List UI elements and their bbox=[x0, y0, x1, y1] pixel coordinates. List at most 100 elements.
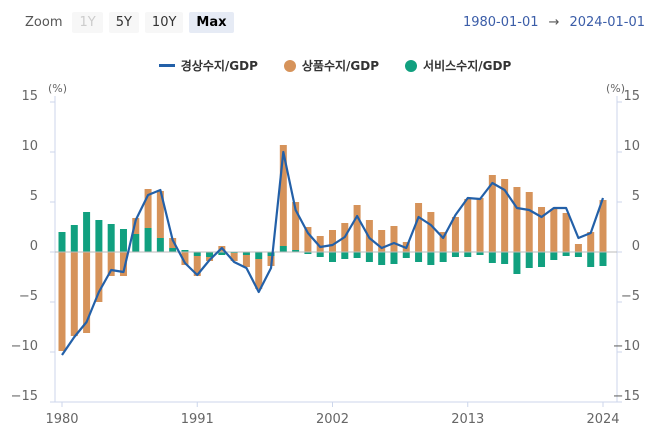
services-bar bbox=[525, 252, 533, 268]
y-tick-label: 0 bbox=[30, 239, 38, 254]
zoom-toolbar: Zoom 1Y 5Y 10Y Max bbox=[25, 12, 234, 33]
services-bar bbox=[279, 246, 287, 252]
services-bar bbox=[329, 252, 336, 262]
goods-bar bbox=[193, 256, 201, 276]
goods-bar bbox=[439, 232, 447, 252]
services-bar bbox=[353, 252, 361, 258]
goods-bar bbox=[353, 205, 361, 252]
legend-label: 상품수지/GDP bbox=[301, 59, 380, 73]
goods-bar bbox=[415, 203, 423, 252]
goods-bar bbox=[292, 202, 300, 250]
services-bar bbox=[58, 232, 66, 252]
services-bar bbox=[587, 252, 595, 267]
y-tick-label: 5 bbox=[30, 189, 38, 204]
goods-bar bbox=[464, 199, 472, 252]
goods-bar bbox=[83, 252, 91, 333]
services-bar bbox=[181, 250, 189, 252]
services-bar bbox=[538, 252, 546, 267]
services-bar bbox=[378, 252, 386, 265]
goods-bar bbox=[501, 179, 509, 252]
goods-bar bbox=[316, 236, 324, 252]
goods-bar bbox=[513, 187, 521, 252]
goods-bar bbox=[329, 230, 336, 252]
goods-bar bbox=[95, 252, 103, 302]
x-tick-label: 2002 bbox=[316, 412, 349, 427]
services-bar bbox=[218, 252, 226, 255]
goods-bar bbox=[144, 189, 152, 228]
y-tick-label: 0 bbox=[632, 239, 640, 254]
legend: 경상수지/GDP 상품수지/GDP 서비스수지/GDP bbox=[0, 57, 670, 74]
y-tick-label: −5 bbox=[19, 289, 38, 304]
goods-bar bbox=[378, 230, 386, 252]
goods-bar bbox=[181, 252, 189, 265]
services-bar bbox=[70, 225, 78, 252]
circle-swatch-icon bbox=[405, 59, 418, 72]
zoom-5y-button[interactable]: 5Y bbox=[108, 12, 139, 33]
zoom-max-button[interactable]: Max bbox=[189, 12, 234, 33]
legend-item-goods[interactable]: 상품수지/GDP bbox=[283, 57, 380, 74]
services-bar bbox=[156, 238, 164, 252]
y-tick-label: 10 bbox=[21, 139, 38, 154]
services-bar bbox=[501, 252, 509, 264]
services-bar bbox=[513, 252, 521, 274]
goods-bar bbox=[525, 192, 533, 252]
services-bar bbox=[427, 252, 435, 265]
services-bar bbox=[144, 228, 152, 252]
x-tick-label: 1991 bbox=[181, 412, 214, 427]
goods-bar bbox=[230, 253, 238, 261]
legend-item-current-account[interactable]: 경상수지/GDP bbox=[158, 57, 258, 74]
goods-bar bbox=[427, 212, 435, 252]
services-bar bbox=[439, 252, 447, 262]
services-bar bbox=[267, 252, 275, 256]
goods-bar bbox=[390, 226, 398, 252]
goods-bar bbox=[550, 209, 558, 252]
zoom-10y-button[interactable]: 10Y bbox=[144, 12, 184, 33]
services-bar bbox=[365, 252, 373, 262]
goods-bar bbox=[599, 200, 607, 252]
goods-bar bbox=[255, 259, 263, 289]
x-tick-label: 2013 bbox=[451, 412, 484, 427]
x-tick-label: 1980 bbox=[45, 412, 78, 427]
y-tick-label: −15 bbox=[11, 389, 38, 404]
goods-bar bbox=[156, 191, 164, 238]
services-bar bbox=[132, 234, 140, 252]
services-bar bbox=[169, 248, 177, 252]
line-swatch-icon bbox=[158, 64, 175, 67]
goods-bar bbox=[58, 252, 66, 351]
y-tick-label: 5 bbox=[632, 189, 640, 204]
right-unit-label: (%) bbox=[606, 82, 625, 95]
services-bar bbox=[206, 252, 214, 257]
y-tick-label: −15 bbox=[613, 389, 640, 404]
services-bar bbox=[304, 252, 312, 254]
services-bar bbox=[415, 252, 423, 262]
services-bar bbox=[95, 220, 103, 252]
services-bar bbox=[83, 212, 91, 252]
y-tick-label: 15 bbox=[623, 89, 640, 104]
zoom-1y-button[interactable]: 1Y bbox=[72, 12, 103, 33]
services-bar bbox=[341, 252, 349, 259]
services-bar bbox=[574, 252, 582, 257]
y-tick-label: −5 bbox=[621, 289, 640, 304]
goods-bar bbox=[304, 227, 312, 252]
goods-bar bbox=[242, 255, 250, 267]
date-range: 1980-01-01 → 2024-01-01 bbox=[463, 15, 645, 30]
goods-bar bbox=[538, 207, 546, 252]
goods-bar bbox=[476, 198, 484, 252]
services-bar bbox=[476, 252, 484, 255]
services-bar bbox=[107, 224, 115, 252]
y-tick-label: 10 bbox=[623, 139, 640, 154]
range-to-input[interactable]: 2024-01-01 bbox=[569, 15, 645, 30]
legend-item-services[interactable]: 서비스수지/GDP bbox=[405, 57, 511, 74]
services-bar bbox=[193, 252, 201, 256]
zoom-label: Zoom bbox=[25, 15, 63, 30]
legend-label: 경상수지/GDP bbox=[180, 59, 258, 73]
services-bar bbox=[464, 252, 472, 257]
range-from-input[interactable]: 1980-01-01 bbox=[462, 15, 539, 30]
goods-bar bbox=[488, 175, 496, 252]
goods-bar bbox=[70, 252, 78, 336]
services-bar bbox=[550, 252, 558, 260]
circle-swatch-icon bbox=[283, 59, 296, 72]
services-bar bbox=[599, 252, 607, 266]
goods-bar bbox=[574, 244, 582, 252]
